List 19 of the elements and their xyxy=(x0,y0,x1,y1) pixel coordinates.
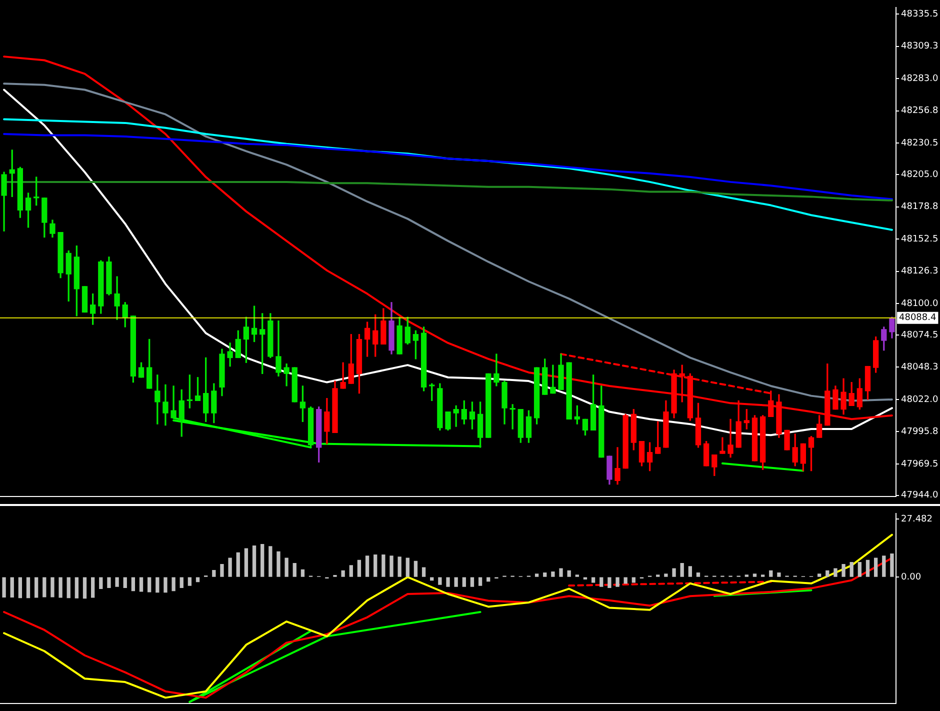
y-tick-label: 0.00 xyxy=(901,572,922,582)
y-tick-label: 48205.0 xyxy=(901,170,938,180)
y-tick-label: 47995.8 xyxy=(901,427,938,438)
y-tick-label: 48178.8 xyxy=(901,202,938,212)
y-tick-label: 48100.0 xyxy=(901,298,938,309)
y-tick-label: 48283.0 xyxy=(901,74,938,84)
y-tick-label: 47944.0 xyxy=(901,490,938,501)
y-tick-label: 48230.5 xyxy=(901,138,938,149)
y-tick-label: 27.482 xyxy=(901,514,932,524)
y-tick-label: 48335.5 xyxy=(901,10,938,20)
y-tick-label: 48126.3 xyxy=(901,266,938,277)
y-tick-label: 48074.5 xyxy=(901,330,938,340)
y-tick-label: 48022.0 xyxy=(901,394,938,405)
y-tick-label: 48309.3 xyxy=(901,42,938,52)
y-tick-label: 48152.5 xyxy=(901,234,938,244)
y-tick-label: 47969.5 xyxy=(901,459,938,470)
y-tick-label: 48256.8 xyxy=(901,106,938,116)
y-tick-label: 48048.3 xyxy=(901,362,938,373)
ref-line-label: 48088.4 xyxy=(899,313,936,324)
